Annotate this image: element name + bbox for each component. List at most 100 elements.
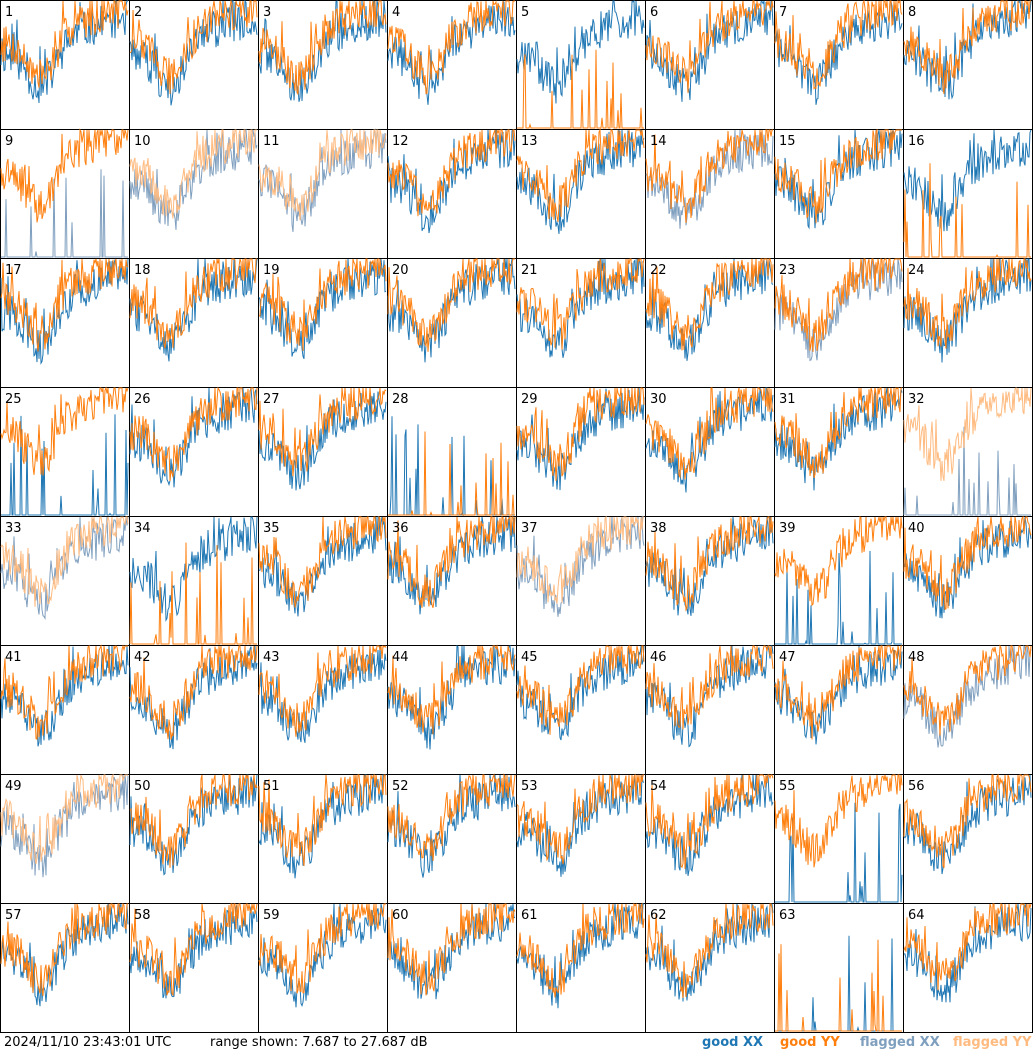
panel-28: 28 [387, 387, 517, 517]
panel-63: 63 [774, 903, 904, 1033]
series-yy-panel-37 [516, 515, 644, 604]
panel-label: 24 [908, 263, 925, 278]
panel-25: 25 [0, 386, 130, 517]
panel-label: 45 [521, 650, 538, 665]
panel-label: 28 [392, 392, 409, 407]
panel-label: 3 [263, 5, 271, 20]
panel-label: 48 [908, 650, 925, 665]
panel-label: 59 [263, 908, 280, 923]
series-yy-panel-5 [517, 49, 644, 129]
panel-label: 32 [908, 392, 925, 407]
series-yy-panel-10 [129, 129, 257, 219]
panel-41: 41 [0, 644, 130, 775]
series-yy-panel-62 [645, 903, 774, 999]
panel-5: 5 [516, 0, 646, 130]
panel-label: 49 [5, 779, 22, 794]
panel-3: 3 [258, 0, 388, 130]
panel-47: 47 [774, 645, 904, 775]
legend-good-yy: good YY [780, 1035, 840, 1050]
series-yy-panel-61 [516, 902, 645, 998]
panel-21: 21 [516, 258, 646, 388]
panel-label: 15 [779, 134, 796, 149]
series-yy-panel-45 [516, 644, 645, 735]
timestamp: 2024/11/10 23:43:01 UTC [4, 1035, 172, 1050]
panel-label: 14 [650, 134, 667, 149]
panel-label: 61 [521, 908, 538, 923]
panel-label: 51 [263, 779, 280, 794]
panel-label: 4 [392, 5, 400, 20]
panel-45: 45 [516, 644, 646, 775]
series-xx-panel-32 [903, 426, 1031, 516]
series-yy-panel-28 [388, 431, 515, 516]
series-xx-panel-9 [1, 169, 128, 258]
series-yy-panel-47 [774, 645, 902, 740]
panel-label: 38 [650, 521, 667, 536]
panel-20: 20 [387, 258, 517, 388]
series-yy-panel-54 [645, 774, 774, 869]
series-yy-panel-1 [0, 0, 129, 88]
panel-1: 1 [0, 0, 130, 130]
series-xx-panel-57 [0, 903, 129, 1007]
panel-label: 62 [650, 908, 667, 923]
series-xx-panel-6 [645, 0, 774, 102]
series-xx-panel-64 [903, 903, 1032, 1003]
series-xx-panel-43 [258, 645, 387, 743]
series-yy-panel-46 [645, 645, 774, 730]
series-yy-panel-9 [0, 128, 129, 223]
panel-50: 50 [129, 774, 259, 904]
panel-8: 8 [903, 0, 1033, 130]
series-xx-panel-20 [387, 258, 516, 363]
series-xx-panel-10 [129, 128, 258, 230]
panel-label: 17 [5, 263, 22, 278]
series-yy-panel-16 [903, 163, 1031, 258]
series-xx-panel-55 [775, 802, 903, 903]
panel-12: 12 [387, 128, 517, 259]
panel-label: 44 [392, 650, 409, 665]
series-xx-panel-39 [775, 550, 902, 645]
panel-label: 6 [650, 5, 658, 20]
panel-48: 48 [903, 644, 1033, 775]
panel-label: 39 [779, 521, 796, 536]
series-yy-panel-48 [903, 644, 1032, 736]
series-yy-panel-36 [387, 515, 516, 608]
series-yy-panel-4 [387, 0, 515, 95]
panel-label: 29 [521, 392, 538, 407]
series-xx-panel-50 [129, 774, 258, 876]
series-yy-panel-39 [774, 516, 903, 607]
panel-label: 34 [134, 521, 151, 536]
panel-10: 10 [129, 128, 259, 259]
series-xx-panel-25 [1, 414, 129, 516]
series-yy-panel-29 [516, 387, 645, 481]
series-xx-panel-36 [387, 516, 516, 615]
series-yy-panel-6 [645, 0, 774, 93]
series-yy-panel-42 [129, 645, 258, 740]
panel-58: 58 [129, 903, 259, 1033]
series-yy-panel-25 [0, 386, 129, 476]
panel-23: 23 [774, 258, 904, 388]
series-xx-panel-42 [129, 645, 258, 750]
panel-19: 19 [258, 258, 388, 388]
panel-40: 40 [903, 515, 1033, 646]
series-yy-panel-18 [129, 258, 257, 349]
series-yy-panel-51 [258, 773, 387, 867]
series-yy-panel-24 [903, 257, 1032, 349]
panel-43: 43 [258, 644, 388, 775]
series-xx-panel-58 [129, 904, 258, 999]
panel-label: 64 [908, 908, 925, 923]
series-xx-panel-60 [387, 903, 516, 1000]
series-xx-panel-4 [387, 0, 516, 105]
series-xx-panel-38 [645, 516, 774, 616]
panel-label: 33 [5, 521, 22, 536]
panel-55: 55 [774, 774, 904, 904]
panel-46: 46 [645, 644, 775, 775]
panel-label: 35 [263, 521, 280, 536]
series-xx-panel-5 [516, 0, 645, 104]
panel-7: 7 [774, 0, 904, 130]
panel-61: 61 [516, 902, 646, 1033]
footer: 2024/11/10 23:43:01 UTC range shown: 7.6… [0, 1033, 1033, 1053]
panel-label: 1 [5, 5, 13, 20]
panel-label: 30 [650, 392, 667, 407]
series-yy-panel-38 [645, 516, 774, 612]
panel-44: 44 [387, 644, 517, 775]
series-yy-panel-20 [387, 258, 515, 352]
